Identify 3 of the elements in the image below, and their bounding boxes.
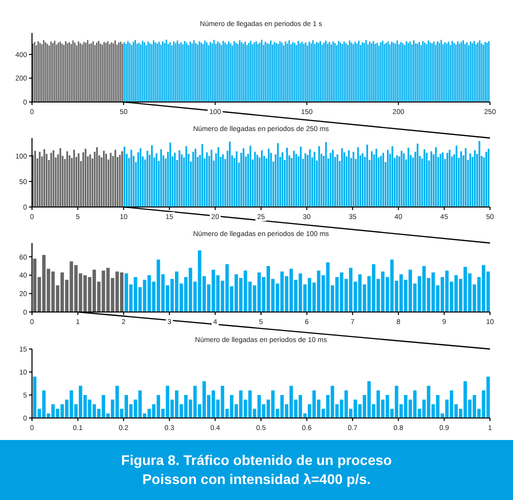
text: Figura 8. Tráfico obtenido de un proceso Poisson con intensidad λ=400 p/s. (120, 451, 393, 489)
bar (124, 273, 128, 312)
bar (486, 376, 490, 418)
